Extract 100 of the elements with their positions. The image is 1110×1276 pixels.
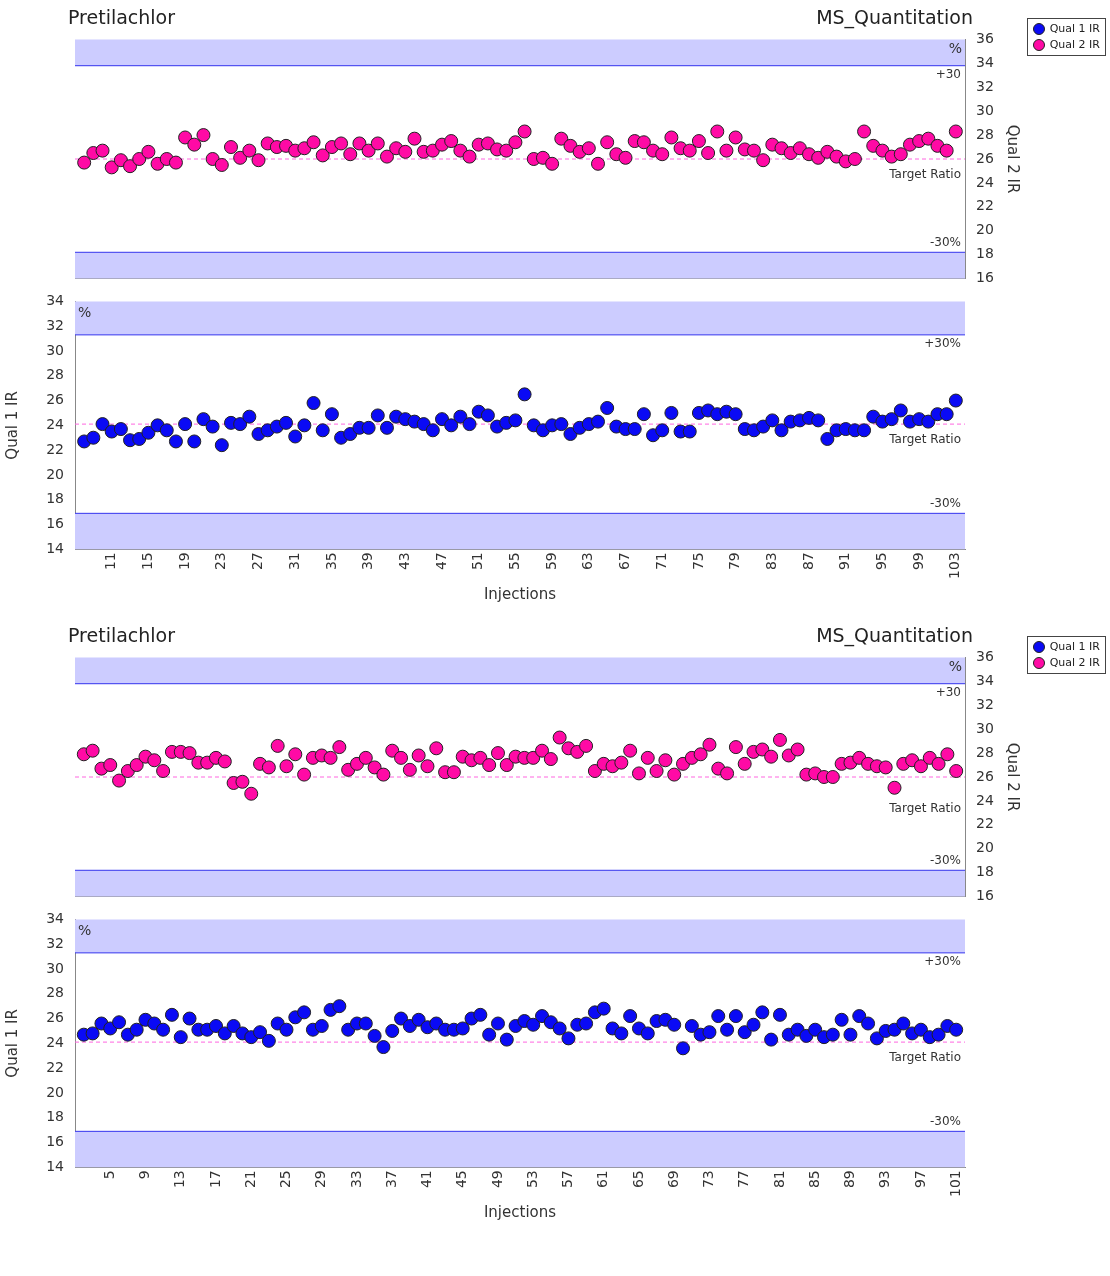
ref-line-label: Target Ratio xyxy=(888,167,961,182)
x-tick-label: 99 xyxy=(909,552,926,571)
x-tick-label: 19 xyxy=(175,552,192,571)
annotation: -30% xyxy=(929,235,961,250)
y-tick-label: 20 xyxy=(46,1083,64,1100)
x-tick-label: 39 xyxy=(359,552,376,571)
y2-tick-label: 34 xyxy=(976,53,994,70)
x-tick-label: 97 xyxy=(911,1170,928,1189)
y-tick-label: 14 xyxy=(46,1157,65,1174)
y-tick-label: 32 xyxy=(46,934,64,951)
y-tick-label: 28 xyxy=(46,984,64,1001)
y2-tick-label: 32 xyxy=(976,77,994,94)
annotation: -30% xyxy=(929,1114,961,1129)
x-tick-label: 79 xyxy=(726,552,743,571)
x-tick-label: 45 xyxy=(453,1170,470,1189)
annotation: +30% xyxy=(924,335,961,350)
x-tick-label: 49 xyxy=(488,1170,505,1189)
y2-axis-title: Qual 2 IR xyxy=(1004,124,1023,194)
y2-tick-label: 28 xyxy=(976,125,994,142)
x-tick-label: 13 xyxy=(171,1170,188,1189)
y2-tick-label: 18 xyxy=(976,863,994,880)
annotation: -30% xyxy=(929,496,961,511)
y-tick-label: 28 xyxy=(46,366,64,383)
x-tick-label: 61 xyxy=(594,1170,611,1189)
y-tick-label: 18 xyxy=(46,490,64,507)
x-tick-label: 57 xyxy=(559,1170,576,1189)
x-tick-label: 85 xyxy=(805,1170,822,1189)
legend-label: Qual 2 IR xyxy=(1049,38,1100,51)
y2-tick-label: 36 xyxy=(976,648,994,665)
x-tick-label: 73 xyxy=(700,1170,717,1189)
x-tick-label: 55 xyxy=(506,552,523,571)
x-tick-label: 29 xyxy=(312,1170,329,1189)
x-tick-label: 53 xyxy=(523,1170,540,1189)
x-tick-label: 89 xyxy=(841,1170,858,1189)
x-tick-label: 101 xyxy=(946,1170,963,1198)
y2-tick-label: 36 xyxy=(976,30,994,47)
x-tick-label: 17 xyxy=(206,1170,223,1189)
y2-tick-label: 30 xyxy=(976,719,994,736)
x-tick-label: 83 xyxy=(762,552,779,571)
ref-line-label: Target Ratio xyxy=(888,801,961,816)
x-tick-label: 95 xyxy=(873,552,890,571)
x-tick-label: 5 xyxy=(100,1170,117,1180)
x-tick-label: 87 xyxy=(799,552,816,571)
y-tick-label: 30 xyxy=(46,341,64,358)
y-tick-label: 14 xyxy=(46,539,65,556)
chart-subtitle: MS_Quantitation xyxy=(816,6,973,28)
y-tick-label: 20 xyxy=(46,465,64,482)
x-tick-label: 15 xyxy=(139,552,156,571)
y-axis-title: Qual 1 IR xyxy=(2,391,21,460)
y2-tick-label: 30 xyxy=(976,101,994,118)
y-tick-label: 26 xyxy=(46,1009,65,1026)
y2-tick-label: 22 xyxy=(976,197,994,214)
y2-tick-label: 24 xyxy=(976,173,994,190)
x-tick-label: 35 xyxy=(322,552,339,571)
x-tick-label: 75 xyxy=(689,552,706,571)
annotation: % xyxy=(78,304,92,321)
annotation: % xyxy=(948,40,962,57)
y-tick-label: 32 xyxy=(46,316,64,333)
ref-line-label: Target Ratio xyxy=(888,432,961,447)
y2-tick-label: 16 xyxy=(976,269,994,286)
y-tick-label: 30 xyxy=(46,959,64,976)
x-tick-label: 59 xyxy=(542,552,559,571)
y-tick-label: 34 xyxy=(46,910,65,927)
y-tick-label: 16 xyxy=(46,515,65,532)
x-tick-label: 43 xyxy=(395,552,412,571)
x-tick-label: 9 xyxy=(136,1170,153,1180)
ref-line-label: Target Ratio xyxy=(888,1050,961,1065)
x-tick-label: 67 xyxy=(616,552,633,571)
y2-tick-label: 32 xyxy=(976,695,994,712)
annotation: +30% xyxy=(924,953,961,968)
x-tick-label: 51 xyxy=(469,552,486,571)
x-tick-label: 93 xyxy=(876,1170,893,1189)
x-tick-label: 103 xyxy=(946,552,963,580)
y-tick-label: 22 xyxy=(46,1058,64,1075)
y-tick-label: 24 xyxy=(46,1033,65,1050)
y-tick-label: 16 xyxy=(46,1133,65,1150)
x-tick-label: 69 xyxy=(664,1170,681,1189)
x-tick-label: 11 xyxy=(102,552,119,571)
y-tick-label: 22 xyxy=(46,440,64,457)
y2-axis-title: Qual 2 IR xyxy=(1004,742,1023,812)
y2-tick-label: 18 xyxy=(976,245,994,262)
annotation: % xyxy=(78,922,92,939)
y2-tick-label: 16 xyxy=(976,887,994,904)
y2-tick-label: 26 xyxy=(976,767,994,784)
chart-title: Pretilachlor xyxy=(68,624,176,646)
y-tick-label: 24 xyxy=(46,415,65,432)
x-tick-label: 77 xyxy=(735,1170,752,1189)
y2-tick-label: 20 xyxy=(976,839,994,856)
x-tick-label: 25 xyxy=(277,1170,294,1189)
x-tick-label: 27 xyxy=(249,552,266,571)
x-axis-title: Injections xyxy=(483,584,557,603)
annotation: +30 xyxy=(935,66,961,81)
y-axis-title: Qual 1 IR xyxy=(2,1009,21,1078)
y2-tick-label: 28 xyxy=(976,743,994,760)
legend-label: Qual 2 IR xyxy=(1049,656,1100,669)
x-tick-label: 63 xyxy=(579,552,596,571)
x-tick-label: 47 xyxy=(432,552,449,571)
x-tick-label: 41 xyxy=(418,1170,435,1189)
x-tick-label: 37 xyxy=(382,1170,399,1189)
x-tick-label: 21 xyxy=(241,1170,258,1189)
